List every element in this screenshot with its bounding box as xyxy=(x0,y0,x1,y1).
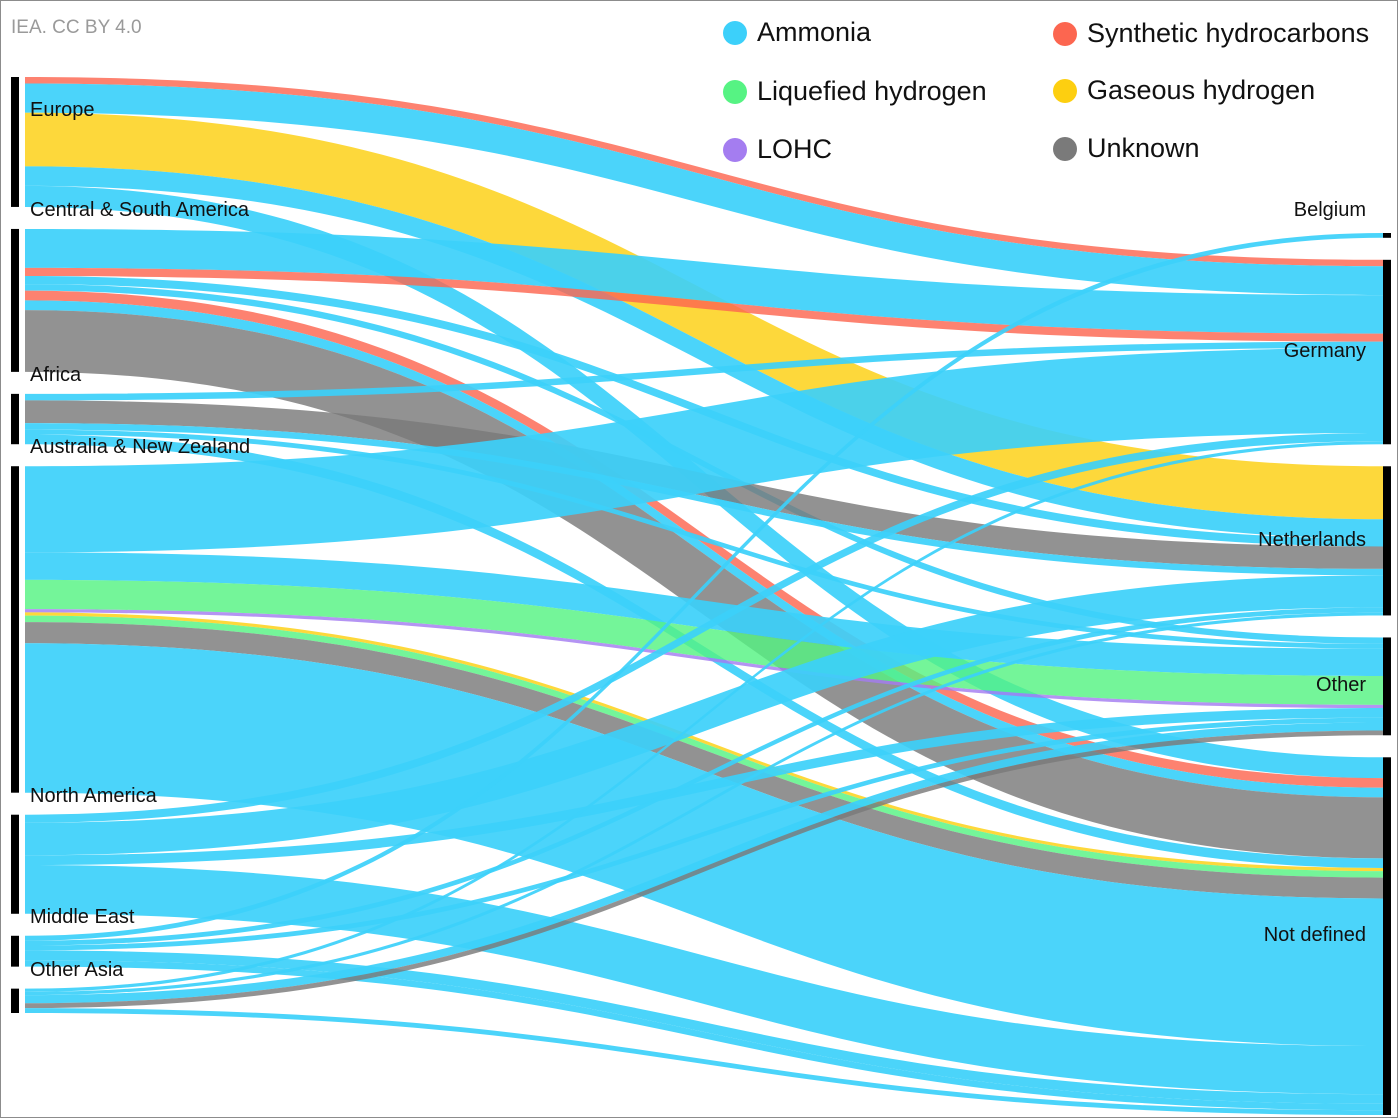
node-label-afr: Africa xyxy=(30,363,82,386)
legend-swatch-icon xyxy=(1053,78,1077,103)
node-label-deu: Germany xyxy=(1283,340,1366,363)
node-bar-nld[interactable] xyxy=(1383,466,1391,616)
credit-text: IEA. CC BY 4.0 xyxy=(11,17,142,38)
flow-anz-und-ammonia[interactable] xyxy=(25,643,1383,1047)
legend-item-ammonia[interactable]: Ammonia xyxy=(723,17,871,48)
node-bar-deu[interactable] xyxy=(1383,259,1391,445)
flow-eur-nld-ammonia[interactable] xyxy=(25,166,1383,539)
node-bar-anz[interactable] xyxy=(11,466,19,793)
flow-ribbons xyxy=(25,77,1383,1115)
legend-item-gaseous[interactable]: Gaseous hydrogen xyxy=(1053,75,1315,106)
flow-anz-oth-lohc[interactable] xyxy=(25,609,1383,709)
node-bar-bel[interactable] xyxy=(1383,233,1391,238)
flow-mde-und-ammonia[interactable] xyxy=(25,950,1383,1104)
node-label-nld: Netherlands xyxy=(1258,528,1366,551)
flow-mde-nld-ammonia[interactable] xyxy=(25,607,1383,946)
flow-anz-und-unknown[interactable] xyxy=(25,622,1383,899)
flow-oas-oth-unknown[interactable] xyxy=(25,730,1383,1009)
legend-swatch-icon xyxy=(1053,136,1077,161)
node-bar-oth[interactable] xyxy=(1383,637,1391,736)
node-bar-afr[interactable] xyxy=(11,393,19,445)
legend-item-liquefied[interactable]: Liquefied hydrogen xyxy=(723,76,987,107)
flow-eur-deu-synthetic[interactable] xyxy=(25,77,1383,267)
flow-mde-und-ammonia[interactable] xyxy=(25,960,1383,1111)
flow-anz-deu-ammonia[interactable] xyxy=(25,348,1383,553)
flow-csa-und-unknown[interactable] xyxy=(25,310,1383,859)
node-label-oth: Other xyxy=(1315,674,1366,697)
legend-swatch-icon xyxy=(723,137,747,162)
legend-swatch-icon xyxy=(723,79,747,104)
flow-eur-nld-gaseous[interactable] xyxy=(25,112,1383,520)
legend-label: Synthetic hydrocarbons xyxy=(1087,18,1370,48)
flow-anz-oth-liquefied[interactable] xyxy=(25,579,1383,705)
flow-oas-nld-ammonia[interactable] xyxy=(25,612,1383,996)
flow-oas-deu-ammonia[interactable] xyxy=(25,441,1383,992)
flow-mde-oth-ammonia[interactable] xyxy=(25,717,1383,951)
legend-label: Ammonia xyxy=(757,17,872,47)
node-bar-eur[interactable] xyxy=(11,77,19,207)
flow-csa-deu-synthetic[interactable] xyxy=(25,267,1383,342)
legend-item-synthetic[interactable]: Synthetic hydrocarbons xyxy=(1053,18,1369,49)
node-bar-csa[interactable] xyxy=(11,228,19,372)
flow-eur-deu-ammonia[interactable] xyxy=(25,83,1383,296)
flow-oas-oth-ammonia[interactable] xyxy=(25,722,1383,1004)
node-label-bel: Belgium xyxy=(1293,199,1366,221)
node-bar-nam[interactable] xyxy=(11,814,19,914)
legend-item-lohc[interactable]: LOHC xyxy=(723,134,832,165)
node-label-mde: Middle East xyxy=(30,905,135,928)
flow-afr-deu-ammonia[interactable] xyxy=(25,341,1383,401)
node-label-csa: Central & South America xyxy=(30,198,249,221)
node-label-oas: Other Asia xyxy=(30,958,124,981)
flow-afr-nld-ammonia[interactable] xyxy=(25,423,1383,576)
legend-label: Liquefied hydrogen xyxy=(757,76,987,106)
legend: Ammonia Liquefied hydrogen LOHC Synthetic h… xyxy=(1,1,1400,181)
node-bar-und[interactable] xyxy=(1383,757,1391,1115)
legend-swatch-icon xyxy=(1053,21,1077,46)
flow-oas-und-ammonia[interactable] xyxy=(25,1008,1383,1115)
node-bars xyxy=(11,77,1391,1115)
flow-nam-oth-ammonia[interactable] xyxy=(25,708,1383,866)
node-bar-oas[interactable] xyxy=(11,988,19,1013)
flow-csa-und-ammonia[interactable] xyxy=(25,300,1383,798)
legend-label: LOHC xyxy=(757,134,833,164)
node-label-und: Not defined xyxy=(1263,924,1366,947)
flow-anz-und-gaseous[interactable] xyxy=(25,612,1383,872)
node-bar-mde[interactable] xyxy=(11,935,19,967)
legend-swatch-icon xyxy=(723,20,747,45)
legend-item-unknown[interactable]: Unknown xyxy=(1053,133,1200,164)
flow-mde-bel-ammonia[interactable] xyxy=(25,233,1383,941)
flow-afr-oth-ammonia[interactable] xyxy=(25,429,1383,649)
node-label-nam: North America xyxy=(30,784,157,807)
legend-label: Gaseous hydrogen xyxy=(1087,75,1316,105)
legend-label: Unknown xyxy=(1087,133,1200,163)
flow-nam-deu-ammonia[interactable] xyxy=(25,433,1383,823)
node-label-eur: Europe xyxy=(30,99,95,121)
flow-anz-und-liquefied[interactable] xyxy=(25,615,1383,878)
node-label-anz: Australia & New Zealand xyxy=(30,436,251,459)
